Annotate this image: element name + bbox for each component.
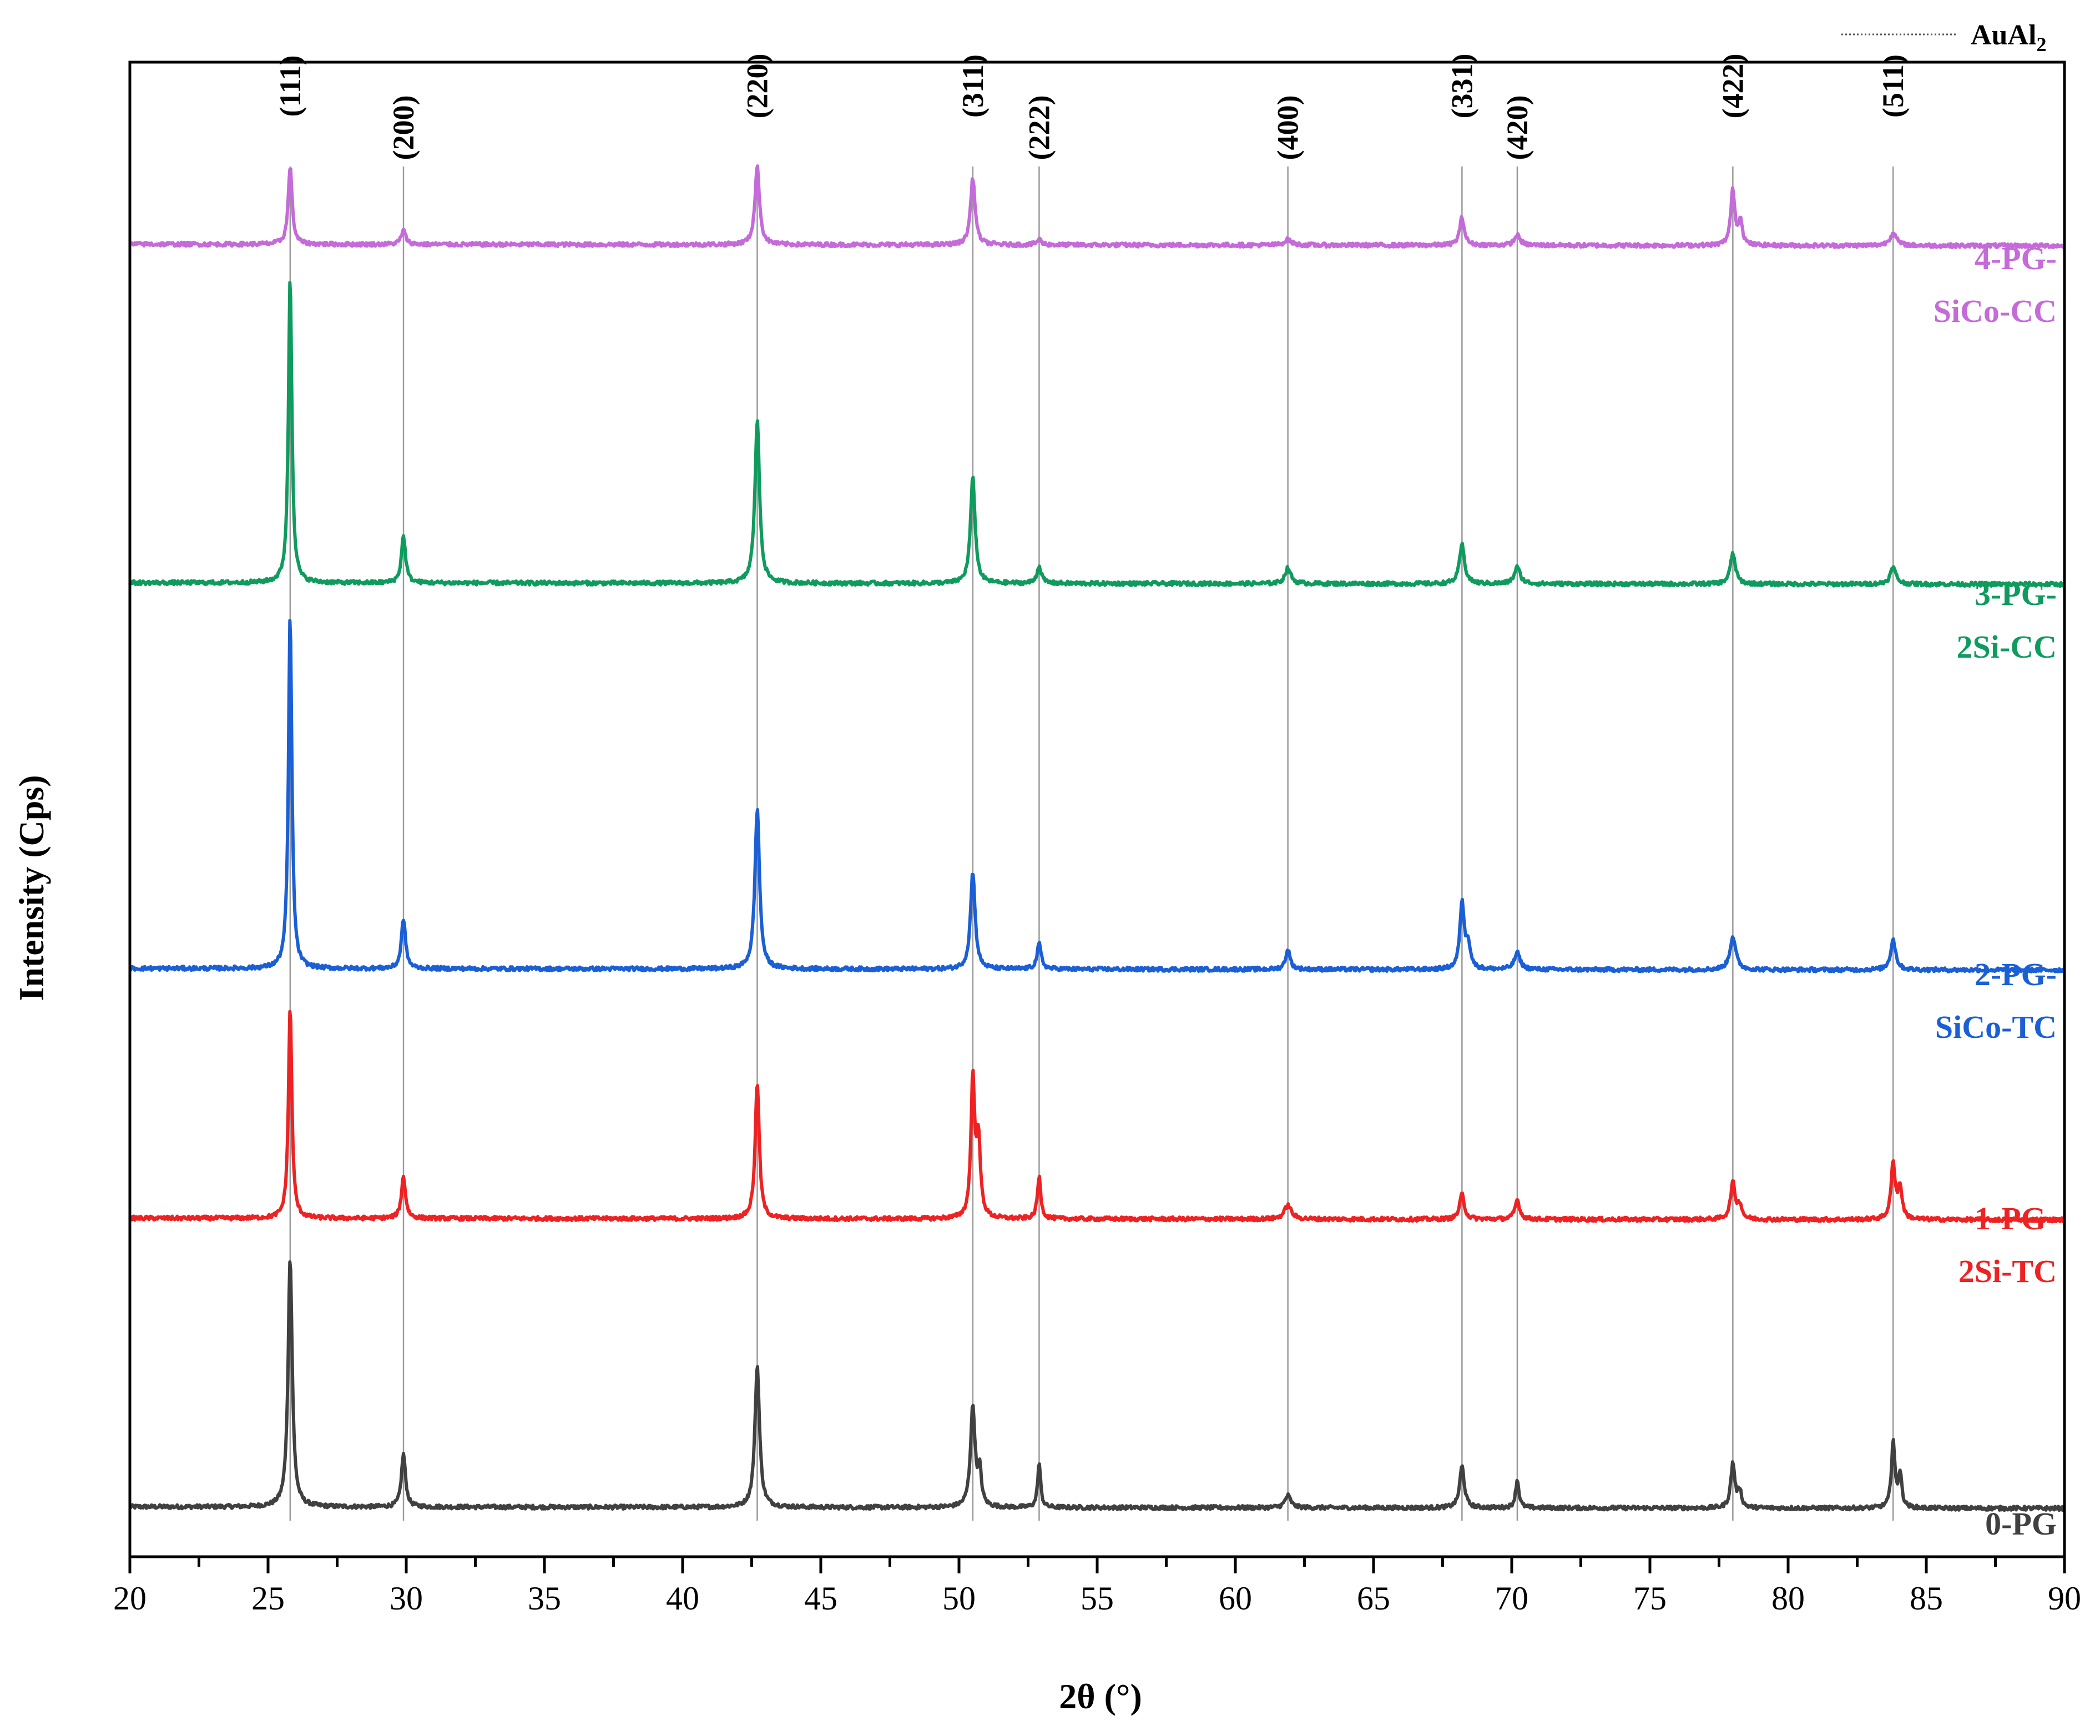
series-label-4-PG-SiCo-CC-line-1: SiCo-CC	[1934, 293, 2057, 329]
x-tick-label-80: 80	[1771, 1580, 1805, 1617]
series-label-0-PG-line-0: 0-PG	[1985, 1506, 2057, 1542]
series-labels: 0-PG 1-PG- 2Si-TC 2-PG- SiCo-TC 3-PG- 2Si-CC 4-…	[1934, 240, 2057, 1542]
x-tick-label-55: 55	[1081, 1580, 1114, 1617]
x-tick-label-25: 25	[251, 1580, 285, 1617]
x-tick-label-40: 40	[666, 1580, 699, 1617]
x-tick-label-20: 20	[113, 1580, 147, 1617]
series-label-1-PG-2Si-TC-line-1: 2Si-TC	[1958, 1253, 2057, 1289]
series-line-1-PG-2Si-TC	[128, 1010, 2066, 1224]
reference-lines	[289, 166, 1894, 1521]
series-line-2-PG-SiCo-TC	[128, 619, 2066, 973]
y-axis-title: Intensity (Cps)	[12, 775, 51, 1001]
series-line-0-PG	[128, 1260, 2066, 1512]
miller-label-422: (422)	[1716, 54, 1749, 119]
legend-label-main: AuAl	[1971, 19, 2036, 51]
legend-label: AuAl2	[1971, 19, 2046, 55]
series-line-4-PG-SiCo-CC	[129, 164, 2066, 249]
miller-label-420: (420)	[1501, 95, 1534, 160]
x-tick-label-75: 75	[1633, 1580, 1667, 1617]
x-axis-title: 2θ (°)	[1059, 1677, 1142, 1716]
miller-label-200: (200)	[387, 95, 420, 160]
plot-frame	[128, 60, 2066, 1558]
series-label-1-PG-2Si-TC-line-0: 1-PG-	[1975, 1200, 2057, 1237]
series-label-2-PG-SiCo-TC-line-1: SiCo-TC	[1935, 1009, 2057, 1045]
miller-label-511: (511)	[1876, 54, 1910, 118]
x-tick-label-45: 45	[804, 1580, 837, 1617]
miller-label-220: (220)	[740, 54, 774, 119]
legend: AuAl2	[1841, 19, 2046, 55]
x-tick-label-35: 35	[528, 1580, 561, 1617]
x-axis-ticks: 20 25 30 35 40 45 50 55 60 65 70 75 80 85 90	[113, 1557, 2081, 1617]
x-tick-label-65: 65	[1357, 1580, 1390, 1617]
miller-label-400: (400)	[1271, 95, 1305, 160]
miller-index-labels: (111) (200) (220) (311) (222) (400) (331) (420)…	[274, 54, 1910, 160]
series-label-4-PG-SiCo-CC-line-0: 4-PG-	[1975, 240, 2057, 276]
x-tick-label-60: 60	[1219, 1580, 1252, 1617]
series-label-2-PG-SiCo-TC-line-0: 2-PG-	[1975, 956, 2057, 992]
miller-label-331: (331)	[1445, 54, 1478, 119]
x-tick-label-85: 85	[1910, 1580, 1943, 1617]
x-tick-label-90: 90	[2048, 1580, 2081, 1617]
miller-label-111: (111)	[274, 55, 307, 117]
series-label-3-PG-2Si-CC-line-0: 3-PG-	[1975, 576, 2057, 612]
x-tick-label-50: 50	[942, 1580, 976, 1617]
series-label-3-PG-2Si-CC-line-1: 2Si-CC	[1957, 629, 2057, 665]
series-line-3-PG-2Si-CC	[128, 281, 2066, 588]
legend-label-subscript: 2	[2036, 33, 2046, 55]
series-layer	[128, 164, 2066, 1512]
x-tick-label-70: 70	[1495, 1580, 1528, 1617]
miller-label-311: (311)	[956, 54, 990, 118]
x-tick-label-30: 30	[390, 1580, 423, 1617]
miller-label-222: (222)	[1022, 95, 1056, 160]
